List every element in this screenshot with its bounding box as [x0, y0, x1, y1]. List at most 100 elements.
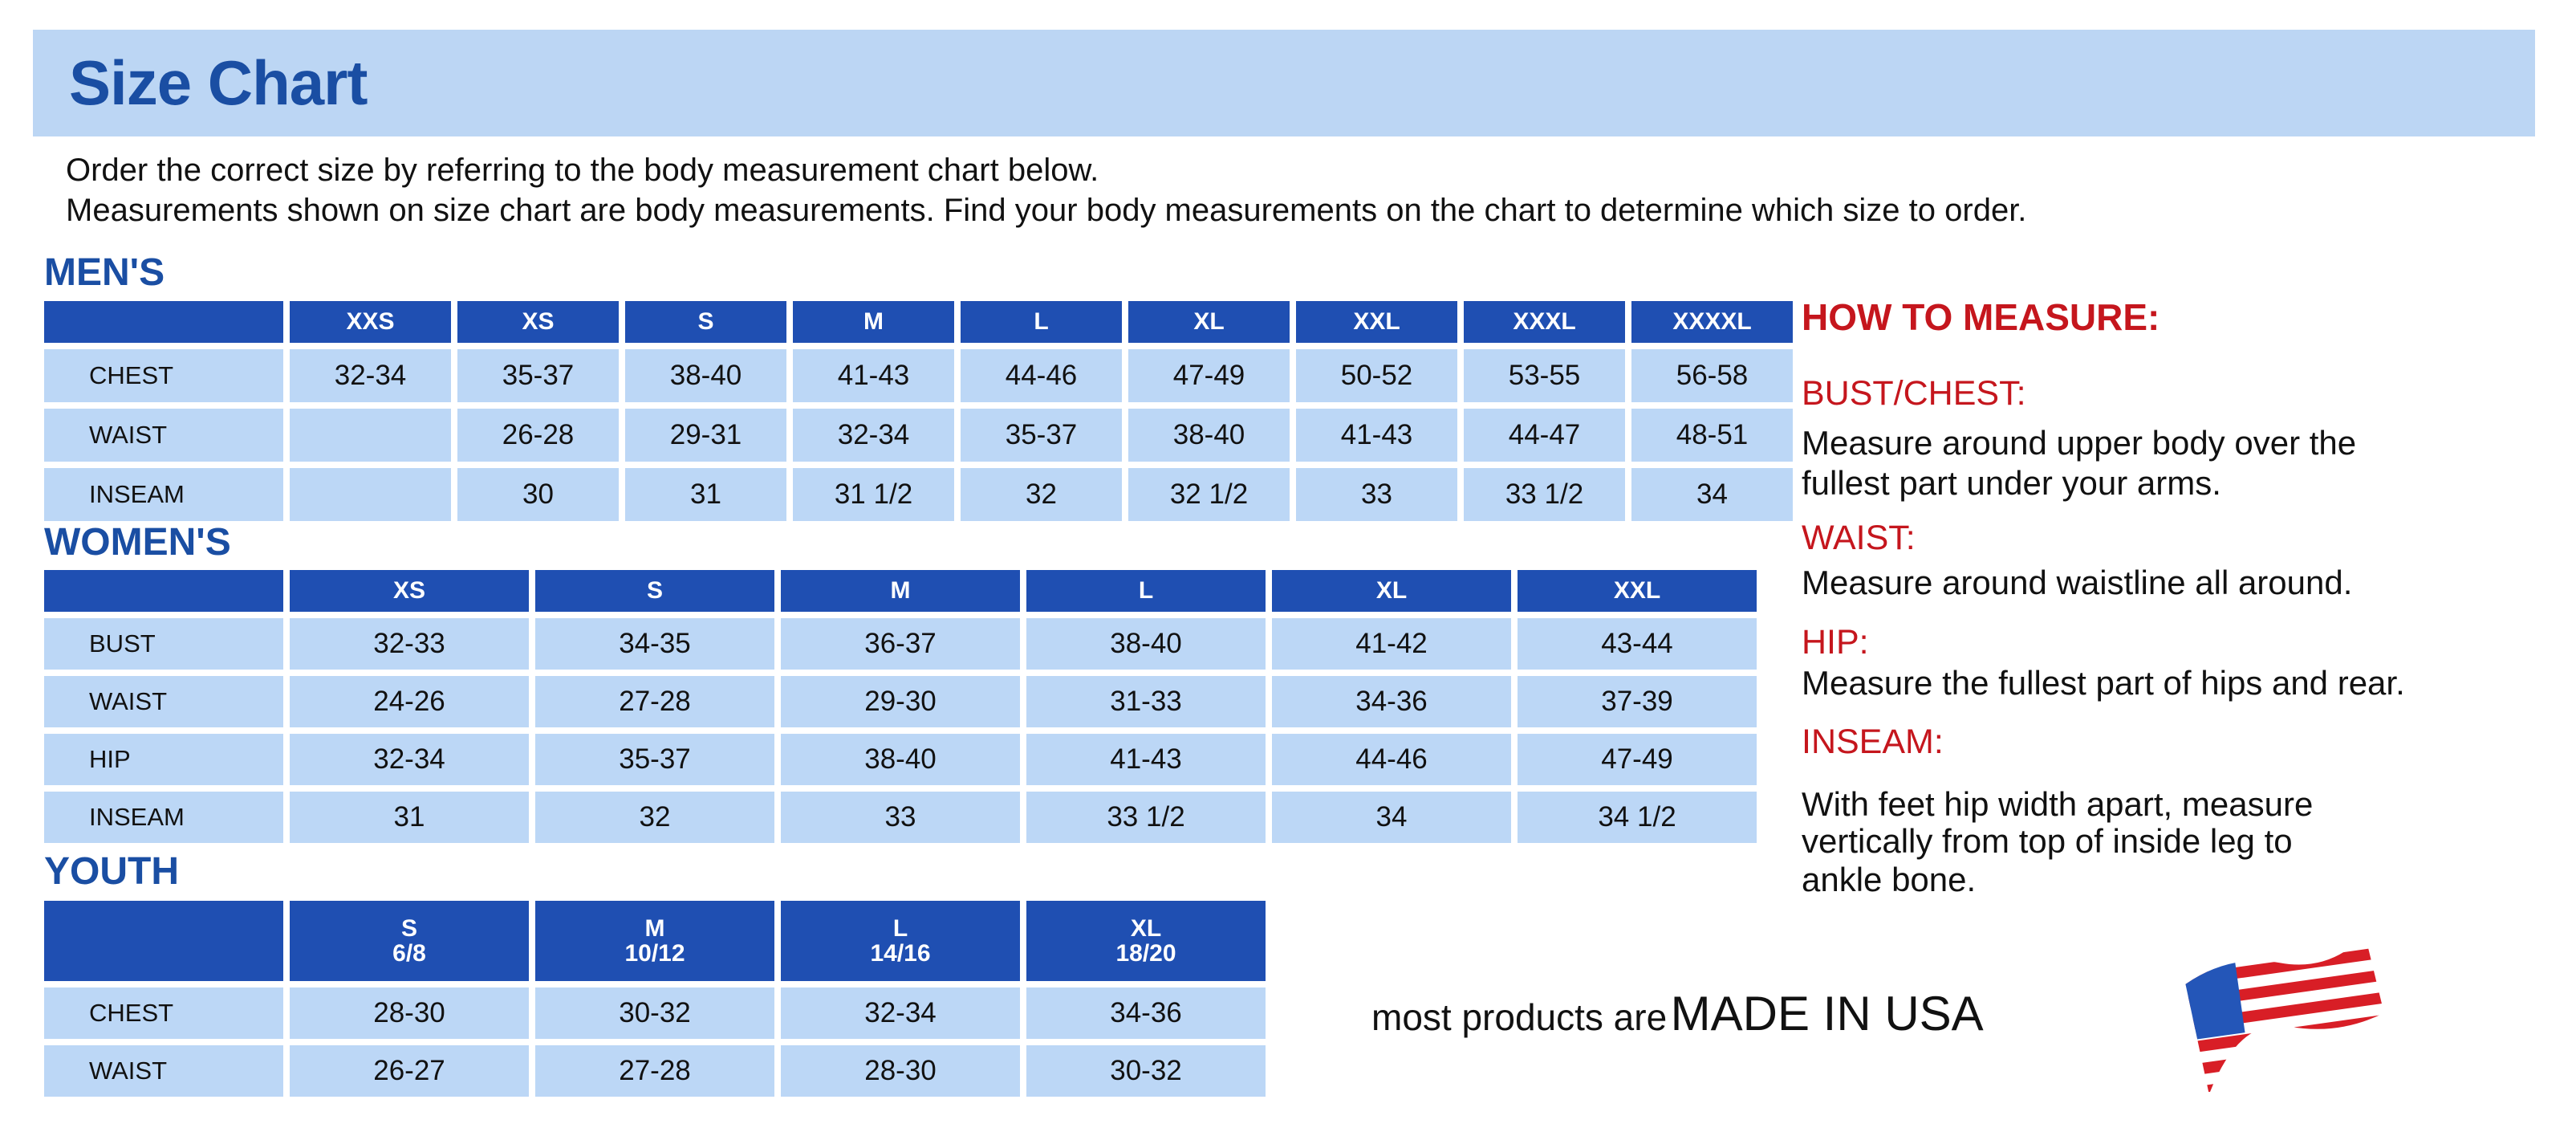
waist-label: WAIST:: [1802, 519, 1916, 557]
measurement-value-cell: 35-37: [457, 349, 619, 402]
measurement-value-cell: 36-37: [781, 618, 1020, 670]
measurement-value-cell: 35-37: [961, 409, 1122, 462]
measurement-label-cell: WAIST: [44, 676, 283, 727]
made-in-prefix: most products are: [1371, 996, 1668, 1038]
size-header-cell: S: [535, 570, 774, 612]
measurement-value-cell: 27-28: [535, 1045, 774, 1097]
bust-chest-text-2: fullest part under your arms.: [1802, 464, 2221, 502]
measurement-value-cell: 28-30: [781, 1045, 1020, 1097]
bust-chest-label: BUST/CHEST:: [1802, 374, 2026, 413]
measurement-value-cell: 32-34: [793, 409, 954, 462]
measurement-value-cell: 31: [625, 468, 786, 521]
measurement-value-cell: 33: [1296, 468, 1457, 521]
header-corner-cell: [44, 301, 283, 343]
measurement-value-cell: [290, 468, 451, 521]
measurement-value-cell: 41-43: [793, 349, 954, 402]
measurement-label-cell: CHEST: [44, 349, 283, 402]
measurement-value-cell: 29-30: [781, 676, 1020, 727]
size-header-cell: S 6/8: [290, 901, 529, 981]
hip-text: Measure the fullest part of hips and rea…: [1802, 664, 2405, 702]
measurement-value-cell: 32: [961, 468, 1122, 521]
size-header-cell: XL 18/20: [1026, 901, 1266, 981]
womens-label: WOMEN'S: [44, 521, 231, 564]
measurement-value-cell: 34-36: [1272, 676, 1511, 727]
measurement-value-cell: 33: [781, 792, 1020, 843]
measurement-label-cell: BUST: [44, 618, 283, 670]
size-header-cell: XXXXL: [1631, 301, 1793, 343]
size-header-cell: L: [1026, 570, 1266, 612]
size-header-cell: L 14/16: [781, 901, 1020, 981]
measurement-value-cell: 30-32: [535, 987, 774, 1039]
size-header-cell: XL: [1272, 570, 1511, 612]
size-header-cell: XXXL: [1464, 301, 1625, 343]
measurement-value-cell: 33 1/2: [1026, 792, 1266, 843]
how-to-measure-heading: HOW TO MEASURE:: [1802, 296, 2160, 338]
measurement-value-cell: 32-34: [290, 349, 451, 402]
measurement-value-cell: 34: [1631, 468, 1793, 521]
us-flag-icon: [2182, 939, 2391, 1092]
measurement-value-cell: 37-39: [1518, 676, 1757, 727]
measurement-value-cell: 41-42: [1272, 618, 1511, 670]
title-banner: [33, 30, 2535, 136]
measurement-label-cell: WAIST: [44, 409, 283, 462]
measurement-value-cell: 44-46: [961, 349, 1122, 402]
measurement-value-cell: 26-27: [290, 1045, 529, 1097]
measurement-value-cell: 32-33: [290, 618, 529, 670]
measurement-value-cell: 31 1/2: [793, 468, 954, 521]
size-header-cell: XXL: [1296, 301, 1457, 343]
size-header-cell: XS: [457, 301, 619, 343]
measurement-value-cell: 35-37: [535, 734, 774, 785]
header-corner-cell: [44, 570, 283, 612]
measurement-label-cell: CHEST: [44, 987, 283, 1039]
size-header-cell: XL: [1128, 301, 1290, 343]
measurement-value-cell: 33 1/2: [1464, 468, 1625, 521]
mens-label: MEN'S: [44, 251, 165, 294]
measurement-value-cell: 38-40: [625, 349, 786, 402]
bust-chest-text-1: Measure around upper body over the: [1802, 424, 2357, 462]
measurement-label-cell: INSEAM: [44, 792, 283, 843]
page-title: Size Chart: [69, 47, 368, 118]
measurement-value-cell: 28-30: [290, 987, 529, 1039]
measurement-value-cell: 41-43: [1026, 734, 1266, 785]
measurement-value-cell: 31: [290, 792, 529, 843]
measurement-value-cell: 32: [535, 792, 774, 843]
size-header-cell: S: [625, 301, 786, 343]
intro-line-1: Order the correct size by referring to t…: [66, 153, 1099, 188]
measurement-value-cell: 30-32: [1026, 1045, 1266, 1097]
measurement-label-cell: WAIST: [44, 1045, 283, 1097]
made-in-usa-note: most products are MADE IN USA: [1371, 986, 1984, 1041]
measurement-value-cell: 27-28: [535, 676, 774, 727]
measurement-value-cell: 38-40: [1128, 409, 1290, 462]
size-header-cell: M 10/12: [535, 901, 774, 981]
measurement-value-cell: 34: [1272, 792, 1511, 843]
measurement-value-cell: 47-49: [1128, 349, 1290, 402]
measurement-value-cell: 56-58: [1631, 349, 1793, 402]
size-header-cell: L: [961, 301, 1122, 343]
youth-size-table: S 6/8 M 10/12 L 14/16 XL 18/20 CHEST 28-30 30-…: [44, 901, 1266, 1097]
size-header-cell: XXL: [1518, 570, 1757, 612]
measurement-value-cell: 43-44: [1518, 618, 1757, 670]
measurement-value-cell: 30: [457, 468, 619, 521]
size-header-cell: XXS: [290, 301, 451, 343]
measurement-label-cell: INSEAM: [44, 468, 283, 521]
measurement-value-cell: 31-33: [1026, 676, 1266, 727]
measurement-value-cell: 41-43: [1296, 409, 1457, 462]
measurement-value-cell: 53-55: [1464, 349, 1625, 402]
measurement-value-cell: 34-36: [1026, 987, 1266, 1039]
measurement-value-cell: 50-52: [1296, 349, 1457, 402]
measurement-value-cell: 34-35: [535, 618, 774, 670]
size-header-cell: M: [781, 570, 1020, 612]
measurement-value-cell: 47-49: [1518, 734, 1757, 785]
measurement-value-cell: 44-47: [1464, 409, 1625, 462]
measurement-value-cell: 29-31: [625, 409, 786, 462]
hip-label: HIP:: [1802, 623, 1869, 662]
intro-line-2: Measurements shown on size chart are bod…: [66, 193, 2027, 228]
measurement-value-cell: 34 1/2: [1518, 792, 1757, 843]
measurement-value-cell: 38-40: [781, 734, 1020, 785]
size-header-cell: XS: [290, 570, 529, 612]
measurement-value-cell: 26-28: [457, 409, 619, 462]
inseam-text-2: vertically from top of inside leg to: [1802, 822, 2293, 860]
measurement-value-cell: 32-34: [781, 987, 1020, 1039]
measurement-value-cell: 44-46: [1272, 734, 1511, 785]
measurement-label-cell: HIP: [44, 734, 283, 785]
